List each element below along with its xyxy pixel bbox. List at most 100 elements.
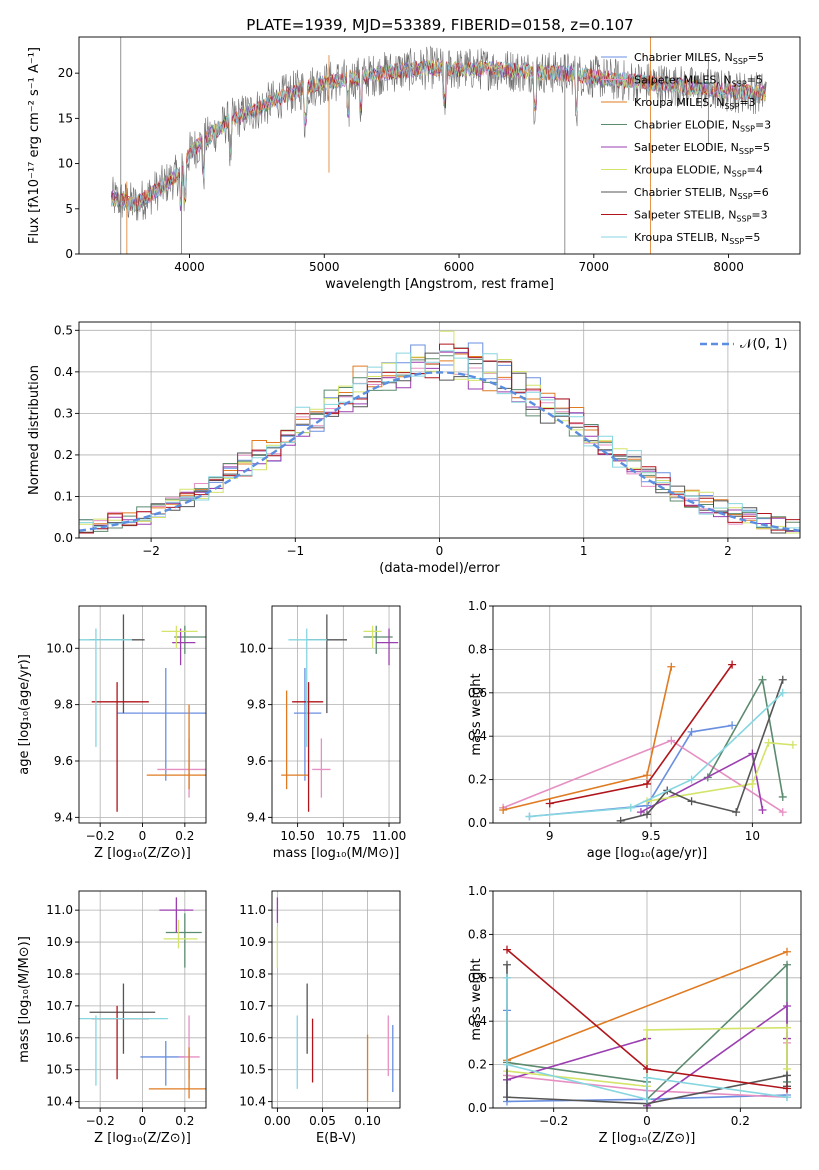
gaussian-curve (79, 371, 800, 532)
legend-label-sub: SSP (729, 237, 744, 246)
x-axis-label: wavelength [Angstrom, rest frame] (325, 277, 554, 292)
x-tick-label: 0.2 (175, 829, 194, 843)
weight-marker-c7 (687, 797, 696, 806)
weight-marker-c8 (545, 799, 554, 808)
weight-marker-c9 (778, 688, 787, 697)
axes-spectrum: 4000 5000 6000 7000 8000 0 5 10 15 20 wavelength [… (27, 36, 801, 292)
x-tick-label: 0.2 (175, 1114, 194, 1128)
weight-marker-c1 (687, 727, 696, 736)
weight-line-c6 (646, 741, 793, 803)
plot-area-mass_vs_ebv (276, 897, 394, 1102)
legend-label-sub: SSP (733, 57, 748, 66)
x-tick-label: 10 (745, 829, 760, 843)
weight-line-c8 (549, 664, 733, 805)
weight-marker-c9 (643, 1095, 651, 1104)
x-axis-label: (data-model)/error (379, 561, 500, 576)
y-tick-label: 0.3 (54, 406, 73, 420)
y-tick-label: 15 (58, 111, 73, 125)
x-tick-label: −0.2 (86, 1114, 115, 1128)
weight-marker-c7 (503, 960, 511, 969)
legend-label-tail: =3 (739, 96, 755, 109)
x-tick-label: −0.2 (539, 1114, 568, 1128)
weight-marker-c2 (778, 808, 787, 817)
plot-area-weight_vs_Z (503, 945, 791, 1108)
weight-marker-c9 (643, 1073, 651, 1082)
axes-frame (78, 321, 801, 539)
weight-line-c9 (529, 692, 784, 818)
plot-area-weight_vs_age (499, 660, 797, 823)
x-axis-label: Z [log₁₀(Z/Z⊙)] (94, 846, 191, 861)
y-tick-label: 11.0 (239, 903, 266, 917)
y-tick-label: 10.9 (239, 935, 266, 949)
legend-label-tail: =3 (755, 119, 771, 132)
y-tick-label: 0.5 (54, 323, 73, 337)
x-tick-label: 8000 (713, 260, 744, 274)
weight-marker-c5 (636, 808, 645, 817)
x-axis-label: mass [log₁₀(M/M⊙)] (273, 846, 400, 861)
axes-frame (271, 605, 401, 824)
y-tick-label: 11.0 (46, 903, 73, 917)
y-tick-label: 0.2 (54, 448, 73, 462)
weight-marker-c3 (643, 771, 651, 780)
weight-marker-c6 (764, 738, 773, 747)
weight-marker-c7 (616, 816, 625, 823)
weight-marker-c4 (778, 792, 787, 801)
y-tick-label: 9.4 (247, 810, 266, 824)
y-tick-label: 9.4 (54, 810, 73, 824)
weight-marker-c3 (783, 947, 791, 956)
y-tick-label: 1.0 (468, 599, 487, 613)
x-tick-label: 0.05 (309, 1114, 336, 1128)
legend-label-tail: =4 (747, 164, 763, 177)
y-tick-label: 0.0 (468, 816, 487, 830)
x-tick-label: 0.2 (731, 1114, 750, 1128)
axes-age_vs_Z: −0.2 0 0.2 9.4 9.6 9.8 10.0 Z [log₁₀(Z/Z⊙)] age … (17, 605, 207, 861)
y-tick-label: 10.6 (239, 1031, 266, 1045)
y-tick-label: 0 (65, 247, 73, 261)
weight-marker-c8 (643, 779, 651, 788)
y-tick-label: 10.0 (46, 641, 73, 655)
x-axis-label: Z [log₁₀(Z/Z⊙)] (599, 1131, 696, 1146)
y-tick-label: 9.8 (54, 698, 73, 712)
legend-label: Chabrier MILES, NSSP=5 (634, 51, 764, 66)
y-tick-label: 10.8 (46, 967, 73, 981)
x-tick-label: 10.75 (326, 829, 360, 843)
weight-marker-c3 (667, 662, 676, 671)
y-tick-label: 10.7 (46, 999, 73, 1013)
y-tick-label: 10.9 (46, 935, 73, 949)
spectrum-line-c9 (111, 59, 767, 212)
x-tick-label: 0 (139, 829, 147, 843)
x-tick-label: −0.2 (86, 829, 115, 843)
x-axis-label: E(B-V) (316, 1131, 356, 1146)
x-tick-label: 4000 (174, 260, 205, 274)
x-tick-label: 7000 (579, 260, 610, 274)
weight-marker-c7 (778, 675, 787, 684)
legend-label-main: Chabrier STELIB, N (634, 186, 738, 199)
y-axis-label: mass weight (469, 958, 484, 1040)
weight-marker-c9 (783, 1093, 791, 1102)
y-tick-label: 0.6 (468, 686, 487, 700)
legend-label-tail: =3 (751, 209, 767, 222)
legend-label: Salpeter ELODIE, NSSP=5 (634, 141, 770, 156)
legend-label: Chabrier STELIB, NSSP=6 (634, 186, 769, 201)
weight-marker-c8 (503, 945, 511, 954)
legend-label-tail: =5 (747, 74, 763, 87)
weight-marker-c5 (748, 749, 757, 758)
y-tick-label: 0.2 (468, 1058, 487, 1072)
x-tick-label: 0 (643, 1114, 651, 1128)
legend-label-sub: SSP (732, 80, 747, 89)
legend-label-main: Salpeter STELIB, N (634, 209, 736, 222)
weight-marker-c3 (499, 805, 508, 814)
plot-area-residual_hist (79, 330, 800, 538)
x-axis-label: Z [log₁₀(Z/Z⊙)] (94, 1131, 191, 1146)
x-tick-label: −2 (142, 544, 160, 558)
y-tick-label: 20 (58, 66, 73, 80)
weight-marker-c5 (758, 805, 767, 814)
weight-marker-c5 (783, 1002, 791, 1011)
legend-label-main: Kroupa MILES, N (634, 96, 724, 109)
y-tick-label: 0.6 (468, 971, 487, 985)
y-tick-label: 0.0 (54, 531, 73, 545)
y-tick-label: 9.6 (247, 754, 266, 768)
legend-label-main: Salpeter MILES, N (634, 74, 732, 87)
